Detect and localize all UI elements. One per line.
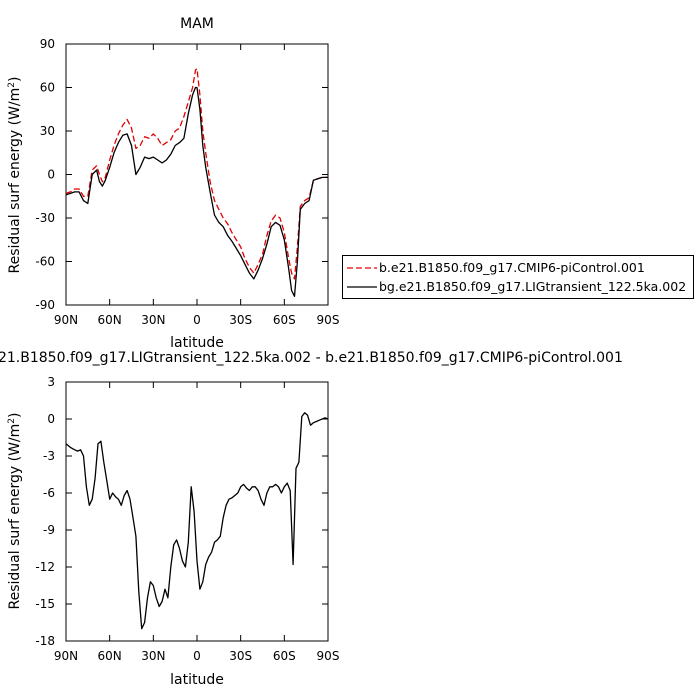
panel-bottom-lines xyxy=(65,412,329,630)
panel-bottom-xtick-label: 90N xyxy=(54,649,78,663)
panel-top-ytick-label: 30 xyxy=(40,124,55,138)
panel-top-series-0 xyxy=(65,68,328,280)
panel-top-lines xyxy=(65,68,328,297)
panel-top-ytick-label: -60 xyxy=(35,255,55,269)
panel-top-ytick-label: 60 xyxy=(40,81,55,95)
panel-bottom-title: bg.e21.B1850.f09_g17.LIGtransient_122.5k… xyxy=(0,350,623,366)
panel-bottom-ytick-label: 3 xyxy=(47,375,55,389)
legend: b.e21.B1850.f09_g17.CMIP6-piControl.001 … xyxy=(342,255,694,299)
panel-top-xtick-label: 60S xyxy=(273,313,296,327)
panel-bottom-xtick-label: 30N xyxy=(141,649,165,663)
legend-label-picontrol: b.e21.B1850.f09_g17.CMIP6-piControl.001 xyxy=(379,260,645,275)
panel-top-ytick-label: -30 xyxy=(35,211,55,225)
panel-bottom-xlabel: latitude xyxy=(170,672,224,688)
panel-top-title: MAM xyxy=(180,16,214,32)
panel-bottom-ytick-label: -15 xyxy=(35,597,55,611)
panel-bottom-ytick-label: -9 xyxy=(43,523,55,537)
panel-bottom-xtick-label: 30S xyxy=(229,649,252,663)
panel-bottom-ytick-label: -18 xyxy=(35,634,55,648)
panel-top-xtick-label: 90S xyxy=(317,313,340,327)
panel-top-ylabel: Residual surf energy (W/m2) xyxy=(7,77,23,274)
panel-top-xtick-label: 30S xyxy=(229,313,252,327)
panel-bottom-xtick-label: 60N xyxy=(98,649,122,663)
panel-top-xtick-label: 90N xyxy=(54,313,78,327)
legend-label-ligtransient: bg.e21.B1850.f09_g17.LIGtransient_122.5k… xyxy=(379,279,686,294)
panel-bottom-xtick-label: 0 xyxy=(193,649,201,663)
panel-bottom-ylabel: Residual surf energy (W/m2) xyxy=(7,413,23,610)
panel-bottom-ytick-label: -6 xyxy=(43,486,55,500)
panel-bottom-ytick-label: 0 xyxy=(47,412,55,426)
panel-bottom-ticks: 90N 60N 30N 0 30S 60S 90S 3 0 -3 -6 -9 -12 -15 -18 xyxy=(35,375,339,663)
panel-bottom-xtick-label: 90S xyxy=(317,649,340,663)
panel-top-series-1 xyxy=(65,86,328,297)
panel-bottom-frame xyxy=(65,381,329,642)
panel-top-ytick-label: -90 xyxy=(35,298,55,312)
panel-top-ticks: 90N 60N 30N 0 30S 60S 90S 90 60 30 0 -30 -60 -90 xyxy=(35,37,339,327)
panel-top-xtick-label: 30N xyxy=(141,313,165,327)
panel-bottom-ytick-label: -3 xyxy=(43,449,55,463)
panel-top-ytick-label: 0 xyxy=(47,168,55,182)
panel-top-xtick-label: 0 xyxy=(193,313,201,327)
panel-bottom-ytick-label: -12 xyxy=(35,560,55,574)
panel-top: MAM 90N 60N 30N 0 30S 60S 90S9060300-30-60-90 … xyxy=(7,16,339,351)
panel-bottom-xtick-label: 60S xyxy=(273,649,296,663)
panel-bottom: bg.e21.B1850.f09_g17.LIGtransient_122.5k… xyxy=(0,350,623,688)
panel-top-xlabel: latitude xyxy=(170,335,224,351)
panel-bottom-series-0 xyxy=(65,412,329,630)
panel-top-ytick-label: 90 xyxy=(40,37,55,51)
panel-top-xtick-label: 60N xyxy=(98,313,122,327)
